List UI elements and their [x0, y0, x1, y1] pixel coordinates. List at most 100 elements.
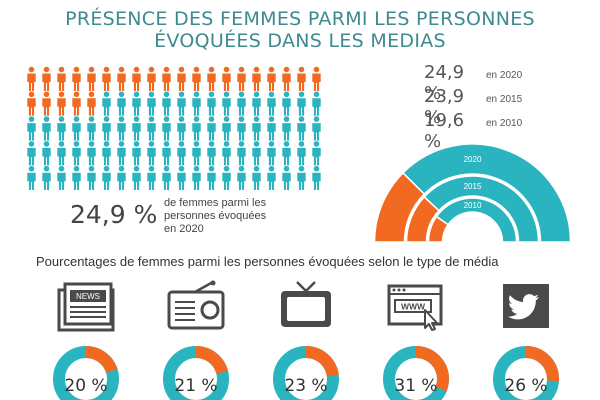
donut-newspaper	[53, 346, 119, 400]
figure-man	[237, 165, 246, 190]
figure-man	[87, 141, 96, 166]
figure-man	[282, 91, 291, 116]
figure-man	[297, 91, 306, 116]
figure-man	[117, 116, 126, 141]
figure-woman	[57, 66, 66, 91]
television-icon	[281, 281, 331, 327]
figure-man	[132, 165, 141, 190]
media-television: 23 %	[256, 280, 356, 400]
figure-woman	[72, 66, 81, 91]
figure-man	[237, 116, 246, 141]
figure-man	[237, 91, 246, 116]
media-newspaper: NEWS 20 %	[36, 280, 136, 400]
figure-woman	[267, 66, 276, 91]
figure-man	[222, 141, 231, 166]
figure-man	[162, 116, 171, 141]
figure-woman	[177, 66, 186, 91]
donut-web	[383, 346, 449, 400]
stat-value: 19,6 %	[424, 110, 465, 152]
semi-donut-chart: 2020 2015 2010	[373, 143, 572, 242]
figure-man	[147, 165, 156, 190]
figure-man	[222, 165, 231, 190]
media-subtitle: Pourcentages de femmes parmi les personn…	[36, 254, 499, 269]
stat-value: 23,9 %	[424, 86, 465, 128]
donut-radio	[163, 346, 229, 400]
figure-man	[147, 116, 156, 141]
figure-woman	[282, 66, 291, 91]
figure-woman	[72, 91, 81, 116]
donut-television	[273, 346, 339, 400]
figure-man	[207, 116, 216, 141]
figure-man	[207, 165, 216, 190]
figure-man	[102, 116, 111, 141]
figure-man	[177, 141, 186, 166]
figure-woman	[297, 66, 306, 91]
figure-man	[72, 165, 81, 190]
arc-segment-women-2010	[427, 215, 450, 242]
chart-title-line-1: PRÉSENCE DES FEMMES PARMI LES PERSONNES	[65, 8, 535, 30]
figure-man	[192, 165, 201, 190]
figure-man	[192, 91, 201, 116]
figure-man	[102, 141, 111, 166]
donut-segment-women	[163, 346, 229, 400]
figure-man	[27, 141, 36, 166]
radio-icon	[167, 280, 225, 330]
figure-woman	[27, 91, 36, 116]
arc-label-2015: 2015	[464, 182, 482, 191]
figure-man	[87, 165, 96, 190]
figure-woman	[117, 66, 126, 91]
newspaper-icon-text: NEWS	[76, 292, 100, 301]
media-pct-radio: 21 %	[174, 376, 218, 396]
figure-man	[267, 141, 276, 166]
figure-man	[147, 141, 156, 166]
stat-row-2010: 19,6 % en 2010	[424, 110, 522, 152]
donut-segment-women	[383, 346, 449, 400]
figure-man	[117, 91, 126, 116]
stats-list: 24,9 % en 2020 23,9 % en 2015 19,6 % en …	[424, 62, 523, 152]
donut-segment-women	[53, 346, 119, 400]
newspaper-icon: NEWS	[57, 282, 115, 332]
figure-woman	[147, 66, 156, 91]
figure-woman	[162, 66, 171, 91]
figure-woman	[222, 66, 231, 91]
figure-man	[42, 165, 51, 190]
figure-man	[297, 165, 306, 190]
donut-segment-women	[493, 346, 559, 400]
twitter-icon	[503, 284, 549, 328]
media-web: WWW 31 %	[366, 280, 466, 400]
figure-man	[102, 165, 111, 190]
chart-title-line-2: ÉVOQUÉES DANS LES MEDIAS	[154, 30, 446, 52]
figure-man	[207, 141, 216, 166]
arc-label-2020: 2020	[464, 155, 482, 164]
figure-woman	[87, 66, 96, 91]
arc-label-2010: 2010	[464, 201, 482, 210]
figure-woman	[42, 91, 51, 116]
figure-man	[222, 91, 231, 116]
figure-man	[177, 91, 186, 116]
figure-man	[162, 91, 171, 116]
media-pct-television: 23 %	[284, 376, 328, 396]
figure-woman	[42, 66, 51, 91]
figure-man	[147, 91, 156, 116]
media-pct-twitter: 26 %	[504, 376, 548, 396]
figure-man	[222, 116, 231, 141]
figure-man	[312, 91, 321, 116]
figure-man	[282, 141, 291, 166]
stat-row-2015: 23,9 % en 2015	[424, 86, 523, 128]
figure-woman	[237, 66, 246, 91]
figure-man	[312, 116, 321, 141]
figure-man	[57, 141, 66, 166]
figure-man	[192, 116, 201, 141]
stat-year: en 2015	[486, 94, 523, 105]
stat-row-2020: 24,9 % en 2020	[424, 62, 522, 104]
pictogram-description: de femmes parmi les personnes évoquées e…	[164, 197, 267, 235]
figure-man	[237, 141, 246, 166]
figure-man	[177, 116, 186, 141]
figure-man	[252, 141, 261, 166]
figure-man	[132, 141, 141, 166]
donut-twitter	[493, 346, 559, 400]
figure-man	[252, 91, 261, 116]
figure-woman	[132, 66, 141, 91]
figure-man	[72, 141, 81, 166]
figure-woman	[27, 66, 36, 91]
